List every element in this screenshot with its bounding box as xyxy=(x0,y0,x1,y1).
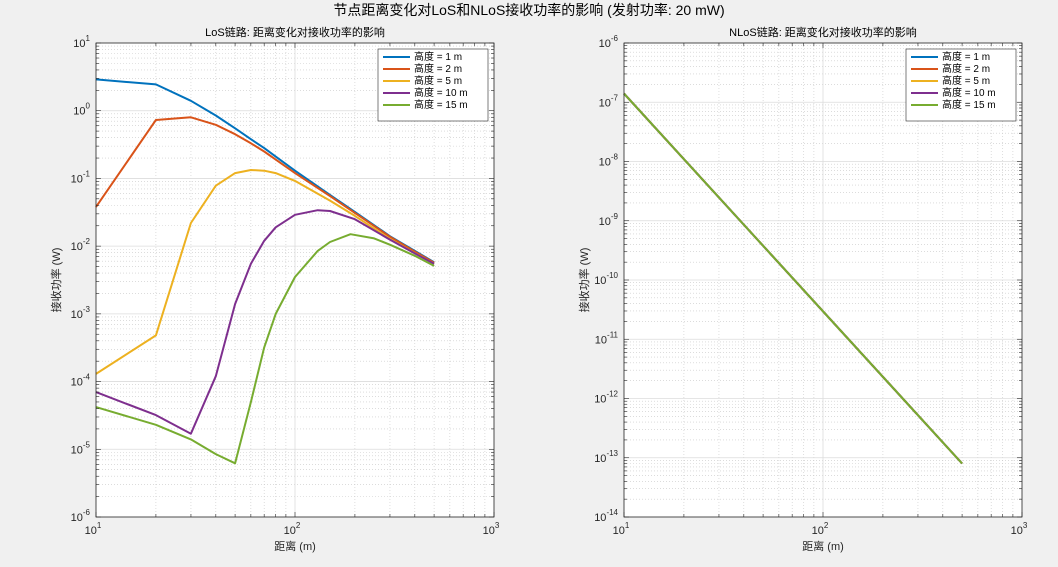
y-tick-label: 10-14 xyxy=(594,508,618,524)
y-axis-label: 接收功率 (W) xyxy=(577,248,591,313)
y-tick-label: 10-1 xyxy=(71,169,91,185)
legend-label: 高度 = 10 m xyxy=(414,86,468,99)
y-tick-label: 10-4 xyxy=(71,373,91,389)
legend-box xyxy=(377,48,489,122)
x-axis-label: 距离 (m) xyxy=(274,539,316,553)
nlos-axes: 101 102 103 10-14 10-13 10-12 10-11 10-10 10-9 10… xyxy=(577,25,1028,553)
y-tick-label: 10-13 xyxy=(594,449,618,465)
x-tick-label: 101 xyxy=(85,521,102,537)
grid xyxy=(623,42,1023,518)
grid xyxy=(95,42,495,518)
series-line-5 xyxy=(623,92,963,465)
y-tick-label: 10-9 xyxy=(599,212,619,228)
legend-label: 高度 = 1 m xyxy=(942,50,990,63)
legend-label: 高度 = 10 m xyxy=(942,86,996,99)
legend-label: 高度 = 2 m xyxy=(942,62,990,75)
legend-box xyxy=(905,48,1017,122)
y-tick-label: 100 xyxy=(73,102,90,118)
y-axis-label: 接收功率 (W) xyxy=(49,248,63,313)
legend-label: 高度 = 15 m xyxy=(414,98,468,111)
legend: 高度 = 1 m高度 = 2 m高度 = 5 m高度 = 10 m高度 = 15… xyxy=(377,48,489,122)
series-line-5 xyxy=(95,233,435,465)
axes-title: LoS链路: 距离变化对接收功率的影响 xyxy=(205,25,385,39)
x-tick-label: 102 xyxy=(812,521,829,537)
y-tick-label: 10-7 xyxy=(599,93,619,109)
x-tick-label: 101 xyxy=(613,521,630,537)
legend-label: 高度 = 5 m xyxy=(414,74,462,87)
axes-title: NLoS链路: 距离变化对接收功率的影响 xyxy=(729,25,917,39)
y-tick-label: 10-12 xyxy=(594,390,618,406)
figure-title: 节点距离变化对LoS和NLoS接收功率的影响 (发射功率: 20 mW) xyxy=(333,2,724,18)
series-line-4 xyxy=(95,209,435,435)
y-tick-label: 10-6 xyxy=(71,508,91,524)
series-group xyxy=(95,78,435,465)
series-line-2 xyxy=(95,116,435,264)
y-tick-label: 10-11 xyxy=(595,330,619,346)
y-tick-label: 10-8 xyxy=(599,153,619,169)
y-tick-label: 10-5 xyxy=(71,440,91,456)
x-tick-label: 103 xyxy=(1011,521,1028,537)
tick-marks xyxy=(95,42,495,518)
tick-marks xyxy=(623,42,1023,518)
legend-label: 高度 = 15 m xyxy=(942,98,996,111)
x-axis-label: 距离 (m) xyxy=(802,539,844,553)
los-axes: 101 102 103 10-6 10-5 10-4 10-3 10-2 10-1 100 101 L… xyxy=(49,25,500,553)
x-tick-label: 102 xyxy=(284,521,301,537)
y-tick-label: 10-2 xyxy=(71,237,91,253)
y-tick-label: 10-3 xyxy=(71,305,91,321)
y-tick-label: 10-6 xyxy=(599,34,619,50)
y-tick-label: 101 xyxy=(73,34,90,50)
x-tick-label: 103 xyxy=(483,521,500,537)
series-group xyxy=(623,92,963,465)
y-tick-label: 10-10 xyxy=(594,271,618,287)
legend-label: 高度 = 2 m xyxy=(414,62,462,75)
legend-label: 高度 = 1 m xyxy=(414,50,462,63)
legend: 高度 = 1 m高度 = 2 m高度 = 5 m高度 = 10 m高度 = 15… xyxy=(905,48,1017,122)
legend-label: 高度 = 5 m xyxy=(942,74,990,87)
